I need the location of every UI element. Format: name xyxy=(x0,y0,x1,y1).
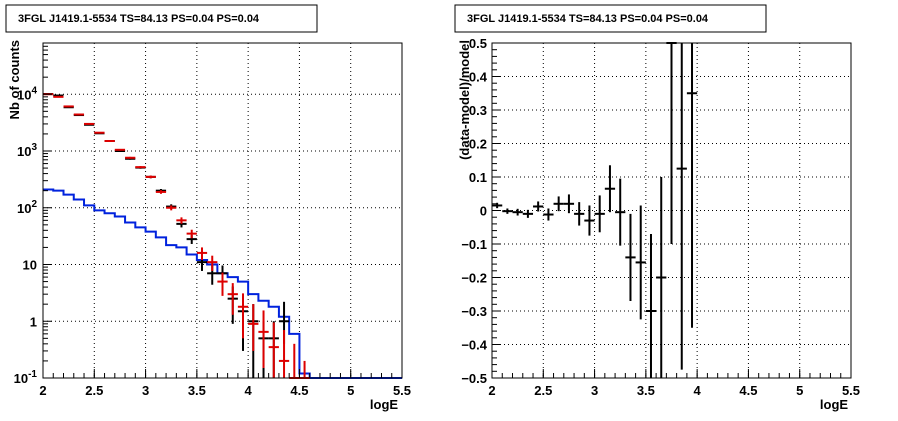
model-point xyxy=(217,272,228,296)
residual-point xyxy=(635,205,646,320)
model-point xyxy=(63,105,74,108)
residual-point xyxy=(604,165,616,213)
residual-point xyxy=(656,177,667,378)
residual-point xyxy=(574,202,585,226)
model-point xyxy=(84,122,95,125)
right-ticks: 2 2.5 3 3.5 4 4.5 5 5.5 −0.5 −0.4 −0.3 −0.2 −0.1 0 0.1… xyxy=(461,36,860,398)
residual-point xyxy=(553,196,564,212)
residual-point xyxy=(533,201,544,212)
right-panel: 3FGL J1419.1-5534 TS=84.13 PS=0.04 PS=0.… xyxy=(454,4,860,412)
residual-point xyxy=(522,209,534,218)
data-point xyxy=(53,94,64,97)
y-tick-label: −0.1 xyxy=(461,237,487,252)
right-x-axis-label: logE xyxy=(820,397,848,412)
model-point xyxy=(186,229,197,239)
model-point xyxy=(145,175,156,179)
model-point xyxy=(73,113,85,116)
residual-point xyxy=(512,208,523,216)
left-y-axis-label: Nb of counts xyxy=(7,40,22,119)
residual-point xyxy=(543,208,554,221)
left-x-axis-label: logE xyxy=(370,397,398,412)
x-tick-label: 4.5 xyxy=(290,383,308,398)
model-point xyxy=(207,255,218,271)
y-tick-label: 0 xyxy=(480,204,487,219)
x-tick-label: 5 xyxy=(347,383,354,398)
model-point xyxy=(176,217,187,224)
y-tick-label: 0.5 xyxy=(469,36,487,51)
model-point xyxy=(114,148,126,151)
y-tick-label: −0.4 xyxy=(461,338,487,353)
residual-point xyxy=(502,208,513,214)
model-point xyxy=(94,131,105,134)
model-point xyxy=(53,95,64,98)
y-tick-label: 10 xyxy=(23,258,37,273)
residual-point xyxy=(645,233,657,378)
residual-point xyxy=(686,43,698,328)
residual-point xyxy=(676,43,687,370)
x-tick-label: 5.5 xyxy=(842,383,860,398)
y-tick-label: 0.2 xyxy=(469,137,487,152)
right-series xyxy=(492,42,698,378)
residual-point xyxy=(563,194,575,214)
right-title: 3FGL J1419.1-5534 TS=84.13 PS=0.04 PS=0.… xyxy=(467,13,709,25)
y-tick-label: −0.2 xyxy=(461,271,487,286)
x-tick-label: 2 xyxy=(39,383,46,398)
x-tick-label: 5.5 xyxy=(393,383,411,398)
x-tick-label: 4 xyxy=(245,383,253,398)
model-point xyxy=(248,304,259,351)
x-tick-label: 5 xyxy=(796,383,803,398)
residual-point xyxy=(584,205,595,236)
model-point xyxy=(278,330,290,378)
x-tick-label: 4.5 xyxy=(739,383,757,398)
residual-point xyxy=(615,178,626,246)
y-tick-label: 0.4 xyxy=(469,70,488,85)
x-tick-label: 4 xyxy=(694,383,702,398)
model-point xyxy=(125,156,136,159)
residual-point xyxy=(492,202,503,209)
model-point xyxy=(258,310,269,369)
residual-point xyxy=(625,213,636,301)
x-tick-label: 2 xyxy=(488,383,495,398)
y-tick-label: 0.3 xyxy=(469,103,487,118)
x-tick-label: 2.5 xyxy=(85,383,103,398)
right-y-axis-label: (data-model)/model xyxy=(457,40,472,160)
model-point xyxy=(155,190,167,194)
residual-point xyxy=(594,195,605,233)
model-point xyxy=(227,283,238,315)
model-point xyxy=(104,140,115,143)
left-title-box xyxy=(5,4,318,33)
x-tick-label: 3 xyxy=(142,383,149,398)
right-title-box xyxy=(454,4,767,33)
left-title: 3FGL J1419.1-5534 TS=84.13 PS=0.04 PS=0.… xyxy=(18,13,260,25)
y-tick-label: −0.3 xyxy=(461,304,487,319)
model-point xyxy=(196,247,208,261)
model-point xyxy=(237,293,249,339)
model-point xyxy=(135,166,146,169)
model-point xyxy=(268,322,279,378)
x-tick-label: 3 xyxy=(591,383,598,398)
y-tick-label: 1 xyxy=(30,314,37,329)
model-point xyxy=(166,205,177,211)
x-tick-label: 3.5 xyxy=(188,383,206,398)
x-tick-label: 2.5 xyxy=(534,383,552,398)
left-panel: 3FGL J1419.1-5534 TS=84.13 PS=0.04 PS=0.… xyxy=(5,4,411,412)
x-tick-label: 3.5 xyxy=(637,383,655,398)
y-tick-label: −0.5 xyxy=(461,371,487,386)
y-tick-label: 0.1 xyxy=(469,170,487,185)
